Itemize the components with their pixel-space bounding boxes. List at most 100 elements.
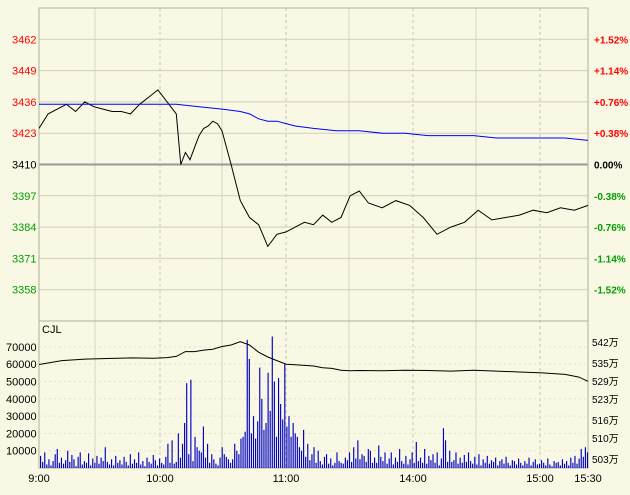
- volume-bar: [171, 440, 173, 468]
- volume-bar: [426, 463, 428, 468]
- volume-bar: [478, 454, 480, 468]
- volume-bar: [328, 463, 330, 468]
- volume-bar: [584, 447, 586, 468]
- volume-bar: [261, 398, 263, 468]
- volume-tick-label: 40000: [6, 394, 37, 406]
- volume-tick-label: 60000: [6, 359, 37, 371]
- volume-bar: [188, 454, 190, 468]
- volume-bar: [586, 452, 589, 468]
- volume-bar: [277, 378, 280, 468]
- volume-bar: [417, 461, 419, 468]
- volume-bar: [202, 426, 204, 468]
- volume-bar: [503, 463, 505, 468]
- percent-tick-label: -0.38%: [594, 192, 626, 203]
- volume-bar: [123, 456, 125, 469]
- volume-bar: [382, 461, 384, 468]
- volume-bar: [317, 450, 319, 468]
- volume-bar: [574, 455, 576, 468]
- volume-bar: [108, 464, 111, 468]
- volume-bar: [378, 445, 380, 468]
- price-tick-label: 3384: [12, 222, 36, 234]
- volume-bar: [136, 462, 138, 468]
- volume-bar: [334, 462, 336, 468]
- volume-bar: [179, 457, 182, 468]
- volume-bar: [129, 454, 131, 468]
- volume-bar: [221, 447, 223, 468]
- volume-bar: [353, 447, 355, 468]
- volume-bar: [405, 455, 407, 468]
- percent-tick-label: -1.14%: [594, 254, 626, 265]
- price-tick-label: 3436: [12, 97, 36, 109]
- volume-bar: [394, 457, 397, 468]
- volume-panel-border: [38, 320, 589, 469]
- volume-bar: [580, 449, 582, 468]
- volume-bar: [509, 465, 511, 468]
- volume-bar: [42, 461, 44, 468]
- volume-bar: [401, 461, 403, 468]
- volume-bar: [321, 464, 323, 468]
- volume-bar: [238, 454, 240, 468]
- volume-bar: [92, 458, 94, 468]
- volume-bar: [271, 336, 273, 468]
- volume-bar: [461, 462, 463, 468]
- volume-bar: [330, 458, 332, 468]
- volume-bar: [167, 443, 169, 468]
- volume-bar: [566, 461, 568, 468]
- volume-bar: [67, 450, 69, 468]
- volume-bar: [484, 462, 486, 468]
- volume-bar: [209, 462, 211, 468]
- volume-bar: [232, 459, 234, 468]
- volume-bar: [545, 465, 547, 468]
- volume-bar: [428, 455, 430, 468]
- volume-bar: [127, 465, 129, 468]
- volume-bar: [194, 436, 196, 468]
- volume-bar: [140, 464, 142, 468]
- volume-bar: [309, 460, 311, 468]
- amount-tick-label: 535万: [592, 359, 619, 370]
- volume-bar: [505, 456, 507, 469]
- volume-bar: [490, 460, 493, 468]
- volume-tick-label: 30000: [6, 411, 37, 423]
- volume-bar: [246, 339, 248, 468]
- volume-bar: [348, 452, 351, 468]
- volume-bar: [207, 443, 209, 468]
- volume-bar: [75, 466, 77, 468]
- volume-bar: [269, 410, 271, 468]
- volume-bar: [100, 457, 102, 468]
- volume-bar: [198, 450, 200, 468]
- volume-tick-label: 70000: [6, 342, 37, 354]
- volume-bar: [165, 456, 167, 469]
- volume-bar: [367, 449, 369, 468]
- volume-bar: [177, 433, 179, 468]
- volume-bar: [325, 454, 328, 468]
- volume-bar: [248, 359, 250, 468]
- volume-bar: [79, 452, 81, 468]
- volume-bar: [229, 462, 232, 468]
- volume-bar: [280, 404, 282, 468]
- volume-bar: [359, 459, 361, 468]
- volume-bar: [399, 449, 401, 468]
- volume-bar: [257, 421, 259, 468]
- volume-bar: [534, 459, 536, 468]
- volume-title: CJL: [42, 324, 62, 336]
- volume-bar: [52, 461, 54, 468]
- volume-bar: [386, 463, 388, 468]
- volume-bar: [240, 438, 242, 468]
- volume-bar: [476, 464, 478, 468]
- volume-bar: [351, 461, 353, 468]
- volume-bar: [430, 460, 432, 468]
- volume-bar: [175, 461, 177, 468]
- volume-bar: [563, 463, 566, 468]
- amount-tick-label: 542万: [592, 338, 619, 349]
- volume-bar: [470, 461, 472, 468]
- volume-panel: [38, 336, 589, 469]
- time-tick-label: 9:00: [28, 473, 49, 485]
- percent-tick-label: +0.76%: [594, 98, 628, 109]
- volume-bar: [538, 463, 541, 468]
- volume-bar: [340, 462, 342, 468]
- volume-bar: [380, 456, 382, 469]
- volume-bar: [497, 465, 499, 468]
- volume-bar: [532, 461, 534, 468]
- amount-tick-label: 529万: [592, 377, 619, 388]
- volume-bar: [409, 459, 411, 468]
